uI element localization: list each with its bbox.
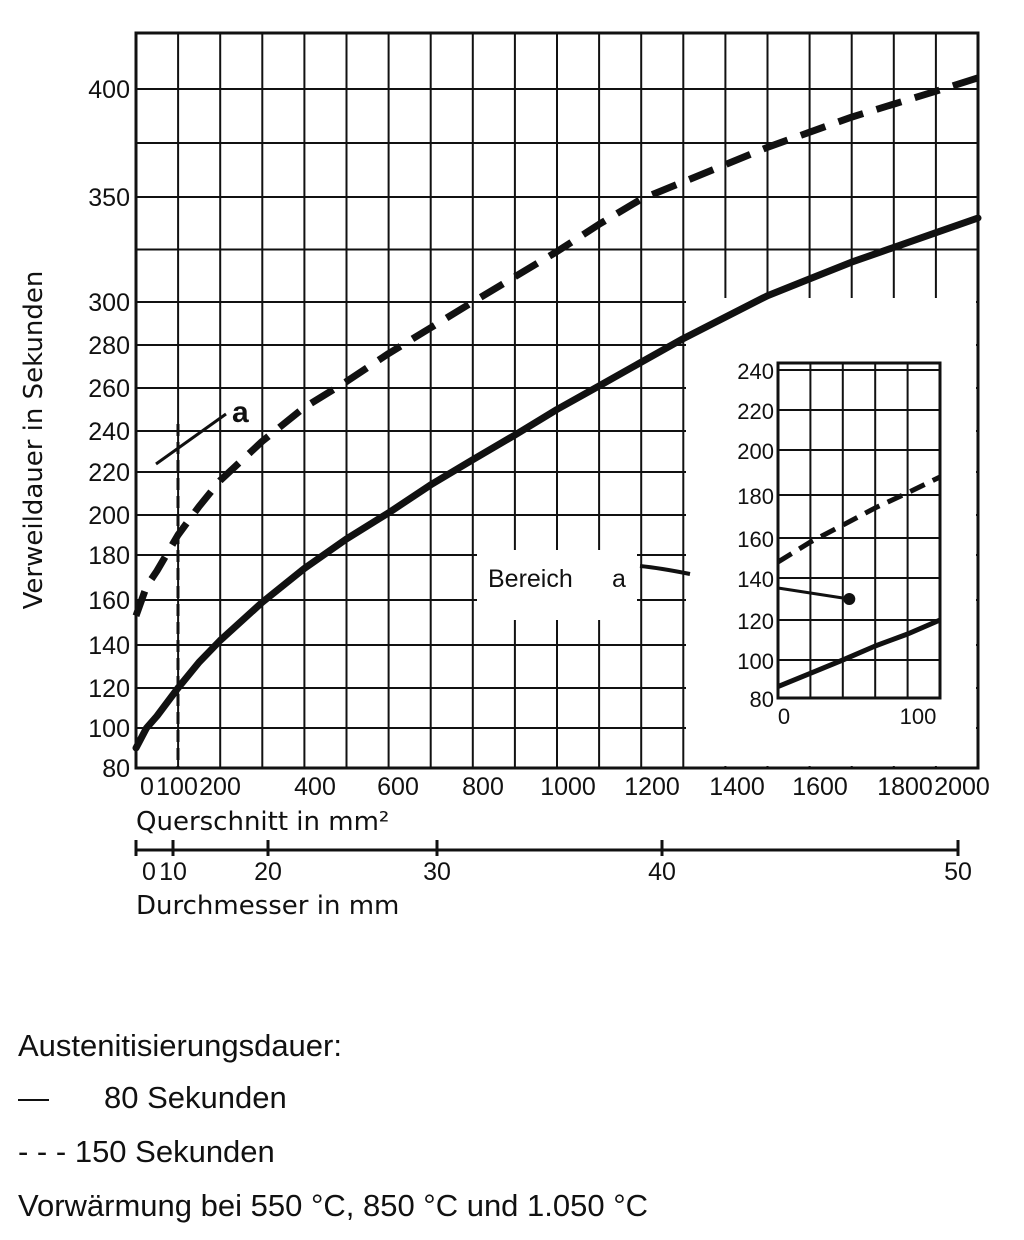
x-tick-label-1: 100	[156, 773, 198, 801]
inset-y-tick-label-6: 200	[737, 439, 774, 464]
x-tick-label-3: 400	[294, 773, 336, 801]
diameter-tick-label-3: 30	[423, 858, 451, 886]
inset-y-tick-label-2: 120	[737, 609, 774, 634]
bereich-pointer	[639, 564, 691, 576]
x-tick-label-9: 1600	[792, 773, 848, 801]
x-tick-label-5: 800	[462, 773, 504, 801]
diameter-axis-label: Durchmesser in mm	[136, 891, 399, 921]
y-tick-label-4: 160	[88, 587, 130, 615]
x-tick-label-0: 0	[140, 773, 154, 801]
y-tick-label-2: 120	[88, 675, 130, 703]
y-tick-label-3: 140	[88, 632, 130, 660]
y-tick-label-10: 280	[88, 332, 130, 360]
x-tick-label-4: 600	[377, 773, 419, 801]
legend-marker-dashed: - - -	[18, 1134, 67, 1169]
series-line-1	[132, 74, 980, 617]
diameter-tick-label-0: 0	[142, 858, 156, 886]
caption-footnote: Vorwärmung bei 550 °C, 850 °C und 1.050 …	[18, 1188, 649, 1223]
caption-title: Austenitisierungsdauer:	[18, 1028, 342, 1063]
inset-x-tick-label-0: 0	[778, 704, 790, 729]
legend-entry-solid: — 80 Sekunden	[18, 1080, 287, 1116]
inset-frame	[776, 361, 942, 700]
legend-marker-solid: —	[18, 1080, 49, 1115]
x-axis-label: Querschnitt in mm²	[136, 807, 389, 837]
annotation-a-label: a	[232, 396, 249, 429]
inset-y-tick-label-4: 160	[737, 527, 774, 552]
inset-y-tick-label-3: 140	[737, 567, 774, 592]
inset-y-tick-label-8: 240	[737, 359, 774, 384]
x-tick-label-2: 200	[199, 773, 241, 801]
annotation-bereich-label: Bereich	[488, 565, 573, 593]
inset-y-tick-label-5: 180	[737, 484, 774, 509]
y-tick-label-6: 200	[88, 502, 130, 530]
plot-frame	[134, 31, 980, 770]
diameter-tick-label-2: 20	[254, 858, 282, 886]
inset-marker-pointer	[777, 586, 850, 601]
diameter-tick-label-1: 10	[159, 858, 187, 886]
y-tick-label-12: 350	[88, 184, 130, 212]
x-tick-label-7: 1200	[624, 773, 680, 801]
y-tick-label-1: 100	[88, 715, 130, 743]
annotation-bereich-a-label: a	[612, 565, 626, 593]
y-tick-label-7: 220	[88, 459, 130, 487]
inset-y-tick-label-7: 220	[737, 399, 774, 424]
inset-marker	[843, 593, 856, 605]
y-tick-label-13: 400	[88, 76, 130, 104]
y-tick-label-11: 300	[88, 289, 130, 317]
series-line-0	[132, 214, 982, 752]
y-tick-label-9: 260	[88, 375, 130, 403]
x-tick-label-6: 1000	[540, 773, 596, 801]
y-tick-label-8: 240	[88, 418, 130, 446]
diameter-tick-label-5: 50	[944, 858, 972, 886]
y-tick-label-5: 180	[88, 542, 130, 570]
x-tick-label-11: 2000	[934, 773, 990, 801]
legend-entry-dashed: - - - 150 Sekunden	[18, 1134, 275, 1170]
legend-label-solid: 80 Sekunden	[104, 1080, 287, 1115]
y-tick-label-0: 80	[102, 755, 130, 783]
inset-x-tick-label-1: 100	[900, 704, 937, 729]
x-tick-label-8: 1400	[709, 773, 765, 801]
inset-series-line-1	[776, 474, 942, 565]
inset-y-tick-label-0: 80	[750, 687, 774, 712]
diameter-tick-label-4: 40	[648, 858, 676, 886]
annotation-a-leader	[155, 412, 227, 466]
inset-series-line-0	[777, 617, 941, 689]
x-tick-label-10: 1800	[877, 773, 933, 801]
bereich-label-background	[477, 550, 637, 620]
legend-label-dashed: 150 Sekunden	[74, 1134, 275, 1169]
inset-y-tick-label-1: 100	[737, 649, 774, 674]
y-axis-label: Verweildauer in Sekunden	[19, 271, 49, 610]
